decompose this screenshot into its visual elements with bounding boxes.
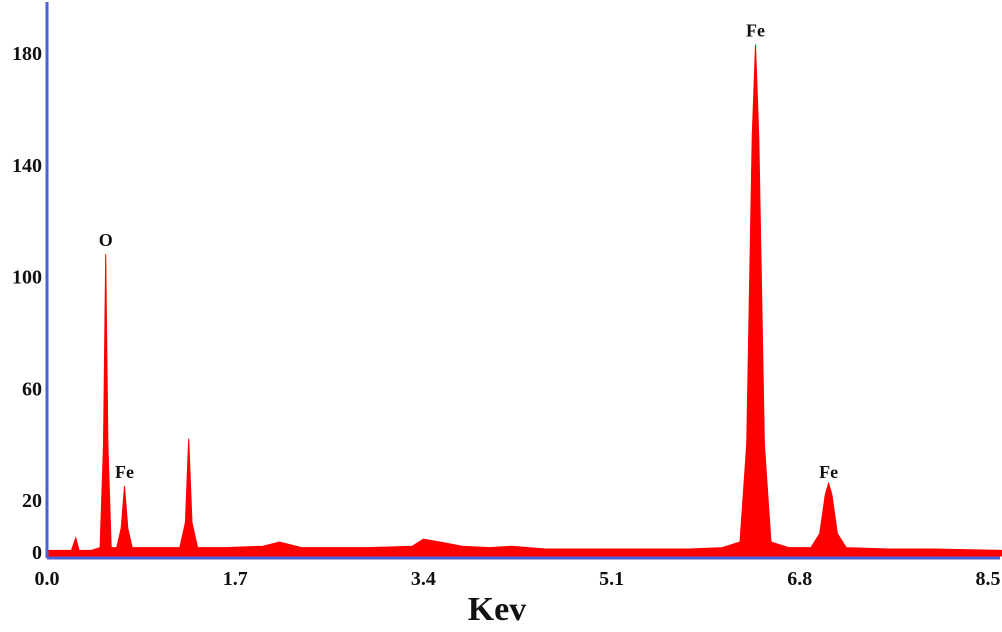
y-tick-label-0: 0 [32,542,42,564]
peak-label-3: Fe [819,462,838,482]
x-tick-label-5: 8.5 [976,568,1001,590]
peak-label-0: O [99,230,113,250]
x-tick-label-3: 5.1 [599,568,624,590]
spectrum-area-0 [46,44,1002,557]
x-tick-labels: 0.0 1.7 3.4 5.1 6.8 8.5 [35,568,1001,590]
y-tick-label-5: 180 [12,43,42,65]
x-axis-title: Kev [468,591,527,627]
x-tick-label-2: 3.4 [411,568,436,590]
x-tick-label-4: 6.8 [787,568,812,590]
x-tick-label-1: 1.7 [223,568,248,590]
y-tick-label-3: 100 [12,267,42,289]
y-tick-label-1: 20 [22,490,42,512]
x-tick-label-0: 0.0 [35,568,60,590]
peak-label-2: Fe [746,21,765,41]
y-tick-label-2: 60 [22,378,42,400]
peak-labels: O Fe Fe Fe [99,21,838,483]
plot-area [46,44,1002,557]
y-tick-labels: 0 20 60 100 140 180 [12,43,42,564]
peak-label-1: Fe [115,462,134,482]
y-tick-label-4: 140 [12,155,42,177]
